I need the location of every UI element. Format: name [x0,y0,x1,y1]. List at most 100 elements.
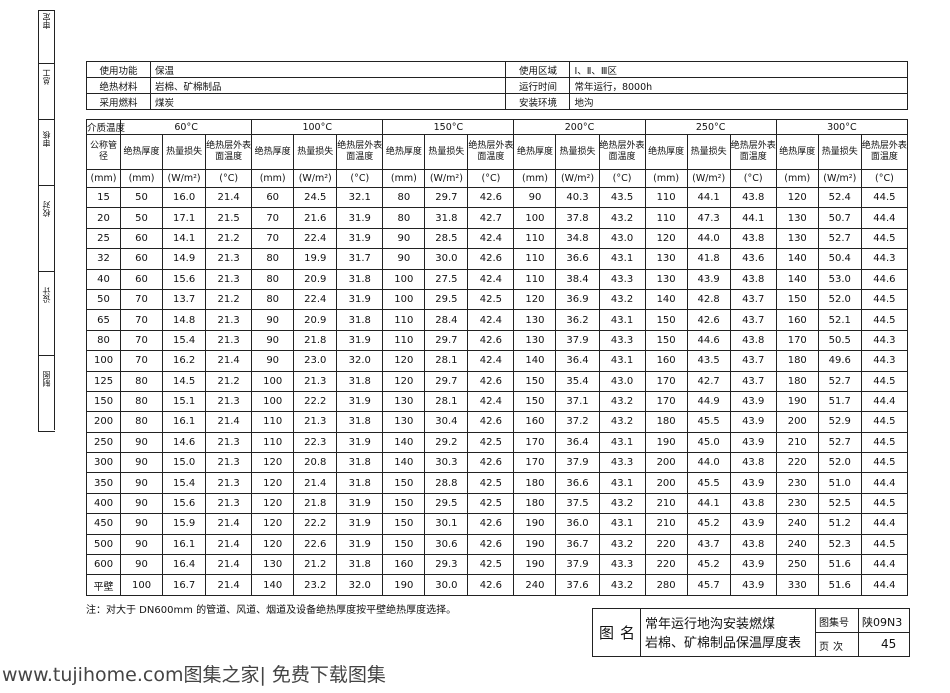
pipe-diameter-cell: 500 [85,533,122,556]
table-cell: 22.2 [293,390,338,413]
unit-label: (W/m²) [555,169,600,188]
table-cell: 44.3 [860,350,909,372]
table-cell: 100 [382,288,426,311]
table-cell: 21.3 [205,431,253,454]
table-cell: 120 [775,186,819,209]
table-cell: 80 [251,288,295,311]
column-header: 热量损失 [686,134,731,170]
table-cell: 53.0 [817,268,862,290]
table-cell: 21.4 [205,513,253,535]
table-cell: 36.6 [555,248,600,270]
table-row: 450 90 15.9 21.4 120 22.2 31.9 150 30.1 42.6 190 36… [85,513,909,535]
table-cell: 190 [775,390,819,413]
table-cell: 15.1 [162,390,207,413]
table-cell: 43.0 [598,227,646,250]
table-cell: 31.8 [336,554,384,576]
table-row: 50 70 13.7 21.2 80 22.4 31.9 100 29.5 42.5 120 36.9… [85,288,909,311]
table-cell: 45.0 [686,431,731,454]
table-cell: 44.4 [860,574,909,596]
table-cell: 29.7 [424,329,469,352]
table-row: 300 90 15.0 21.3 120 20.8 31.8 140 30.3 42.6 170 37… [85,452,909,474]
approval-cell: 制图 [39,355,55,431]
temperature-header: 100°C [251,119,384,135]
unit-label: (°C) [205,169,253,188]
table-cell: 170 [644,370,688,392]
table-cell: 43.9 [686,268,731,290]
column-header: 热量损失 [555,134,600,170]
table-row: 400 90 15.6 21.3 120 21.8 31.9 150 29.5 42.5 180 37… [85,492,909,515]
table-cell: 140 [382,452,426,474]
table-cell: 70 [120,309,164,331]
approval-label: 审核 [42,131,51,147]
table-cell: 42.7 [467,207,515,229]
table-cell: 80 [382,186,426,209]
table-cell: 100 [251,370,295,392]
table-cell: 44.4 [860,554,909,576]
table-cell: 21.3 [205,329,253,352]
table-cell: 150 [513,390,557,413]
table-cell: 31.9 [336,329,384,352]
table-cell: 45.7 [686,574,731,596]
table-cell: 150 [644,329,688,352]
table-cell: 130 [644,268,688,290]
table-cell: 42.6 [467,574,515,596]
table-cell: 190 [513,513,557,535]
table-cell: 140 [513,350,557,372]
table-cell: 22.2 [293,513,338,535]
table-cell: 43.7 [729,350,777,372]
table-cell: 21.3 [205,452,253,474]
table-cell: 45.5 [686,472,731,494]
table-cell: 37.9 [555,554,600,576]
table-cell: 52.0 [817,288,862,311]
table-cell: 16.7 [162,574,207,596]
approval-cell: 审核 [39,119,55,186]
table-cell: 52.5 [817,492,862,515]
unit-label: (W/m²) [162,169,207,188]
table-cell: 42.6 [467,370,515,392]
table-cell: 44.1 [686,186,731,209]
table-cell: 140 [382,431,426,454]
temperature-header: 200°C [513,119,646,135]
table-cell: 19.9 [293,248,338,270]
table-cell: 14.8 [162,309,207,331]
temperature-header: 150°C [382,119,515,135]
table-cell: 44.5 [860,411,909,433]
pipe-diameter-cell: 50 [85,288,122,311]
title-block: 图名 常年运行地沟安装燃煤 岩棉、矿棉制品保温厚度表 图集号 陕09N3 页次 … [592,608,910,657]
table-cell: 36.2 [555,309,600,331]
column-header: 绝热层外表面温度 [860,134,909,170]
table-cell: 160 [382,554,426,576]
unit-label: (°C) [336,169,384,188]
table-cell: 120 [382,370,426,392]
table-cell: 21.2 [205,227,253,250]
table-cell: 21.2 [205,288,253,311]
table-cell: 43.1 [598,472,646,494]
table-cell: 80 [251,248,295,270]
table-cell: 21.8 [293,492,338,515]
table-cell: 80 [120,390,164,413]
table-cell: 20.8 [293,452,338,474]
table-cell: 43.1 [598,350,646,372]
table-cell: 52.9 [817,411,862,433]
table-cell: 44.9 [686,390,731,413]
table-cell: 47.3 [686,207,731,229]
table-cell: 51.6 [817,574,862,596]
table-cell: 31.9 [336,492,384,515]
unit-label: (°C) [860,169,909,188]
column-header: 热量损失 [424,134,469,170]
table-cell: 43.9 [729,431,777,454]
table-cell: 43.3 [598,268,646,290]
table-cell: 31.9 [336,288,384,311]
table-cell: 43.8 [729,533,777,556]
pipe-diameter-cell: 65 [85,309,122,331]
table-cell: 28.5 [424,227,469,250]
temperature-header: 60°C [120,119,253,135]
table-cell: 42.5 [467,492,515,515]
table-cell: 29.3 [424,554,469,576]
table-cell: 44.6 [860,268,909,290]
unit-label: (mm) [775,169,819,188]
table-cell: 130 [644,248,688,270]
approval-cell: 审定 [39,11,55,64]
table-cell: 210 [644,492,688,515]
table-cell: 21.3 [205,492,253,515]
